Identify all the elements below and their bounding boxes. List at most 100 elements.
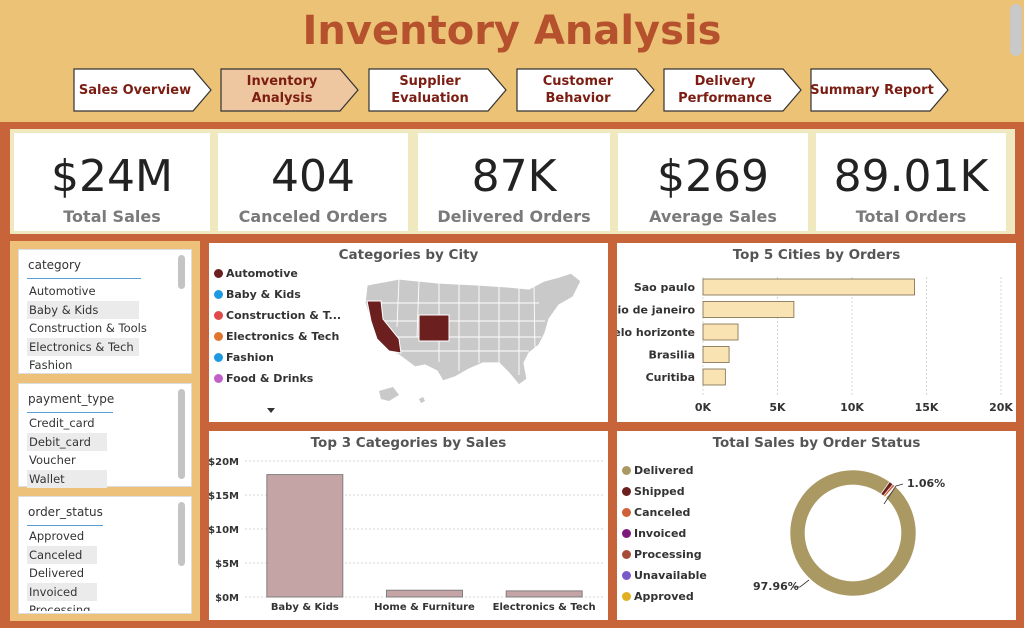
data-label: 1.06% [907,477,945,490]
nav-tab-summary-report[interactable]: Summary Report [810,68,950,112]
legend-label: Automotive [226,267,298,280]
us-map[interactable] [359,267,589,412]
slicer-header: order_status [28,505,103,519]
slicer-item[interactable]: Construction & Tools [29,321,147,335]
y-category-label: Brasilia [648,349,695,362]
slicer-item[interactable]: Debit_card [27,432,107,451]
top-cities-panel: Top 5 Cities by Orders 0K 5K 10K 15K 20K Sao … [617,243,1016,422]
slicer-item[interactable]: Automotive [29,284,96,298]
page-scrollbar[interactable] [1010,4,1022,56]
slicer-item[interactable]: Invoiced [27,582,97,601]
donut-slice [789,469,917,597]
header-bar: Inventory Analysis Sales Overview Invento… [0,0,1024,122]
slicer-scrollbar[interactable] [178,255,185,289]
nav-tab-inventory-analysis[interactable]: Inventory Analysis [220,68,360,112]
donut-legend-item[interactable]: Canceled [622,506,690,522]
legend-label: Canceled [634,506,691,519]
slicer-item[interactable]: Approved [29,529,85,543]
donut-legend-item[interactable]: Invoiced [622,527,686,543]
slicer-item[interactable]: Processing [29,603,91,611]
legend-dot-icon [214,332,223,341]
bar [702,368,726,386]
y-tick-label: $20M [209,457,239,468]
y-category-label: Curitiba [646,371,695,384]
legend-label: Shipped [634,485,685,498]
nav-chevron-shape [73,68,212,112]
legend-label: Fashion [226,351,274,364]
y-tick-label: $10M [209,525,239,536]
nav-chevron-shape [368,68,507,112]
kpi-value: 89.01K [833,151,989,202]
nav-tab-label: Inventory Analysis [246,74,318,106]
legend-dot-icon [622,529,631,538]
order-status-donut: 1.06% 97.96% [753,469,945,597]
leader-line [883,483,904,505]
legend-label: Electronics & Tech [226,330,340,343]
legend-dot-icon [622,508,631,517]
slicer-item[interactable]: Wallet [27,469,107,488]
nav-chevron-shape [220,68,359,112]
bar [505,590,583,598]
map-legend-item[interactable]: Electronics & Tech [214,330,339,346]
legend-label: Food & Drinks [226,372,314,385]
slicer-item[interactable]: Fashion [29,358,73,372]
map-title: Categories by City [338,247,479,263]
nav-tab-label: Delivery Performance [678,74,772,106]
data-label: 97.96% [753,580,799,593]
leader-line [793,579,810,588]
donut-legend-item[interactable]: Approved [622,590,694,606]
donut-legend-item[interactable]: Shipped [622,485,685,501]
y-tick-label: $15M [209,491,239,502]
chart-title: Top 3 Categories by Sales [310,435,507,451]
slicer-item[interactable]: Delivered [29,566,85,580]
legend-label: Delivered [634,464,694,477]
donut-legend-item[interactable]: Processing [622,548,702,564]
nav-chevron-shape [663,68,802,112]
nav-chevron-shape [810,68,949,112]
donut-legend-item[interactable]: Delivered [622,464,694,480]
x-category-label: Home & Furniture [374,602,475,613]
map-legend-item[interactable]: Baby & Kids [214,288,301,304]
slicer-item[interactable]: Voucher [29,453,76,467]
map-legend-item[interactable]: Construction & T... [214,309,341,325]
slicer-item[interactable]: Electronics & Tech [27,337,139,356]
nav-tab-label: Supplier Evaluation [391,74,469,106]
slicer-list: Automotive Baby & Kids Construction & To… [27,282,177,375]
nav-tab-label: Summary Report [810,82,934,98]
legend-dot-icon [214,311,223,320]
legend-label: Baby & Kids [226,288,301,301]
map-legend-item[interactable]: Automotive [214,267,298,283]
x-category-label: Electronics & Tech [493,602,596,613]
slicer-column: category Automotive Baby & Kids Construc… [10,241,200,621]
kpi-label: Average Sales [649,207,777,226]
nav-tab-sales-overview[interactable]: Sales Overview [73,68,213,112]
map-highlight-colorado [418,314,450,342]
slicer-list: Credit_card Debit_card Voucher Wallet [27,414,177,488]
bar [702,323,739,341]
legend-scroll-down-icon[interactable] [267,408,275,413]
slicer-item[interactable]: Credit_card [29,416,95,430]
slicer-item[interactable]: Baby & Kids [27,300,139,319]
slicer-scrollbar[interactable] [178,389,185,479]
legend-dot-icon [622,592,631,601]
slicer-header: category [28,258,82,272]
slicer-header: payment_type [28,392,115,406]
map-legend-item[interactable]: Food & Drinks [214,372,313,388]
y-category-label: Rio de janeiro [617,304,695,317]
legend-label: Construction & T... [226,309,342,322]
bar [702,346,730,363]
x-tick-label: 5K [769,401,786,414]
nav-tab-supplier-evaluation[interactable]: Supplier Evaluation [368,68,508,112]
legend-dot-icon [622,571,631,580]
slicer-scrollbar[interactable] [178,502,185,566]
nav-tab-customer-behavior[interactable]: Customer Behavior [516,68,656,112]
x-tick-label: 10K [840,401,864,414]
donut-legend-item[interactable]: Unavailable [622,569,707,585]
legend-dot-icon [622,487,631,496]
nav-tab-delivery-performance[interactable]: Delivery Performance [663,68,803,112]
kpi-card-total-orders: 89.01K Total Orders [816,133,1006,231]
map-legend-item[interactable]: Fashion [214,351,274,367]
slicer-item[interactable]: Canceled [27,545,97,564]
slicer-payment-type: payment_type Credit_card Debit_card Vouc… [18,383,192,488]
x-tick-label: 20K [989,401,1013,414]
